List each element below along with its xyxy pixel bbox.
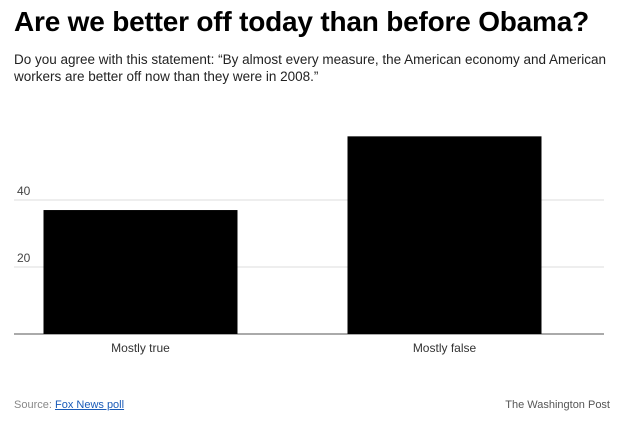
source-note: Source: Fox News poll: [14, 399, 124, 411]
label-layer: 20 40 Mostly true Mostly false: [17, 184, 476, 355]
x-category-label: Mostly true: [111, 341, 170, 355]
source-link[interactable]: Fox News poll: [54, 399, 125, 411]
bar-mostly-false: [347, 136, 542, 334]
chart-subtitle: Do you agree with this statement: “By al…: [14, 52, 607, 84]
y-tick-label: 20: [17, 251, 31, 265]
credit-label: The Washington Post: [505, 399, 610, 411]
x-category-label: Mostly false: [413, 341, 477, 355]
chart-title: Are we better off today than before Obam…: [14, 6, 590, 37]
source-label: Source:: [14, 399, 52, 411]
y-tick-label: 40: [17, 184, 31, 198]
bar-layer: [43, 136, 542, 334]
bar-mostly-true: [43, 210, 238, 334]
